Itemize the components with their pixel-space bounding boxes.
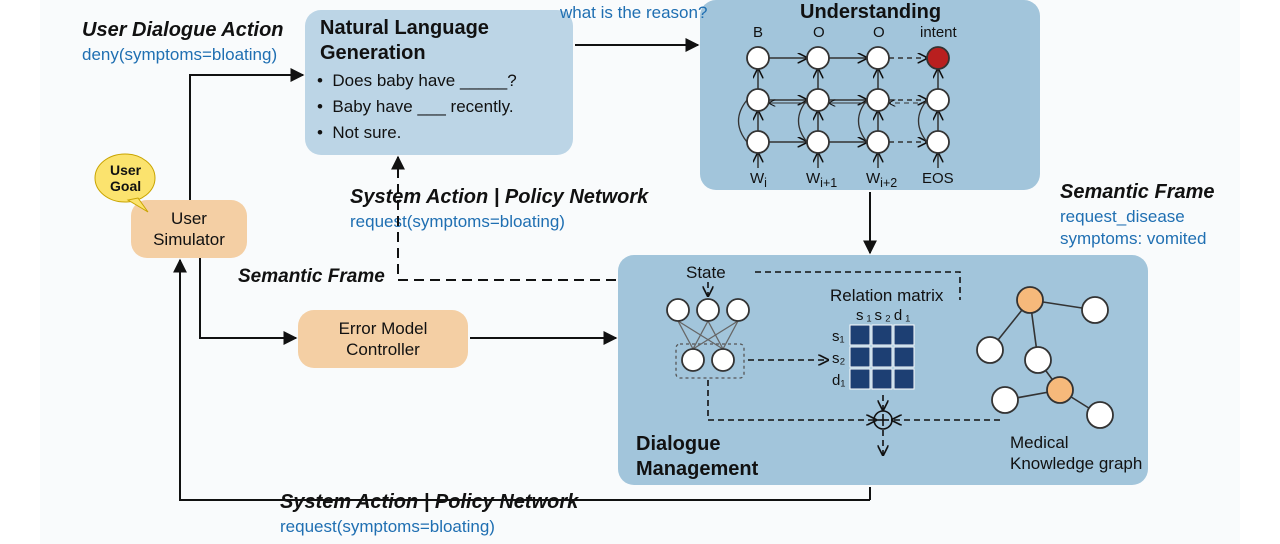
diagram-overlay <box>0 0 1280 544</box>
